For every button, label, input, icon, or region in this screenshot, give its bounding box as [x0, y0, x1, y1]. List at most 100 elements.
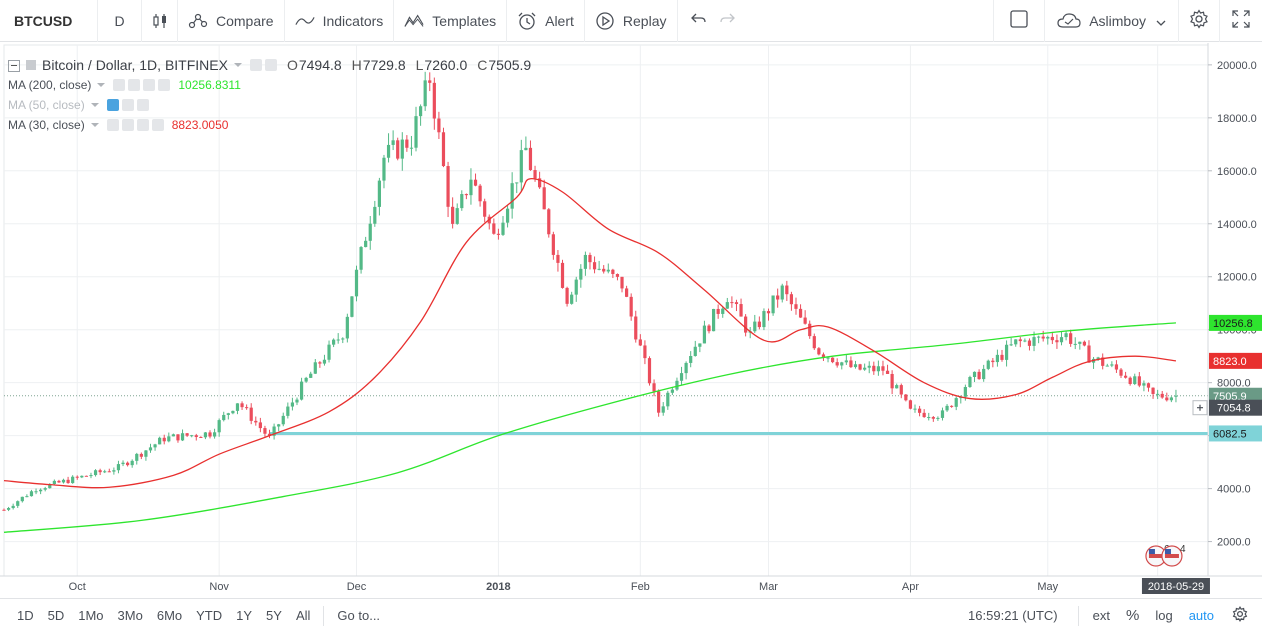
ma200-settings-icon[interactable] — [128, 79, 141, 91]
candle-body — [849, 360, 853, 368]
ma30-remove-icon[interactable] — [151, 119, 164, 131]
range-button-1d[interactable]: 1D — [17, 608, 34, 623]
eye-icon[interactable] — [249, 59, 262, 71]
candle-body — [876, 366, 880, 372]
range-button-5y[interactable]: 5Y — [266, 608, 282, 623]
symbol-search-box[interactable]: BTCUSD — [0, 0, 98, 42]
ma200-remove-icon[interactable] — [158, 79, 171, 91]
alert-button[interactable]: Alert — [507, 0, 585, 42]
auto-toggle[interactable]: auto — [1188, 608, 1214, 623]
candle-body — [432, 82, 436, 119]
indicators-button[interactable]: Indicators — [285, 0, 395, 42]
ma50-more-icon[interactable] — [121, 99, 134, 111]
candle-body — [428, 80, 432, 83]
time-tick-label: Oct — [69, 581, 86, 593]
candle-body — [61, 479, 66, 483]
candle-body — [684, 362, 688, 374]
ma200-eye-icon[interactable] — [113, 79, 126, 91]
candle-body — [565, 287, 569, 304]
range-button-3mo[interactable]: 3Mo — [117, 608, 143, 623]
candle-body — [446, 166, 450, 207]
interval-button[interactable]: D — [98, 0, 142, 42]
range-button-all[interactable]: All — [295, 608, 311, 623]
ma200-caret-icon[interactable] — [97, 83, 106, 87]
collapse-legend-icon[interactable] — [8, 60, 20, 72]
candle-body — [528, 147, 533, 171]
time-tick-label: Feb — [631, 581, 650, 593]
expand-button[interactable] — [1220, 0, 1262, 42]
undo-button[interactable] — [678, 0, 712, 42]
range-button-ytd[interactable]: YTD — [196, 608, 223, 623]
range-button-1y[interactable]: 1Y — [236, 608, 253, 623]
redo-button[interactable] — [712, 0, 744, 42]
candle-body — [43, 488, 47, 490]
range-button-6mo[interactable]: 6Mo — [156, 608, 183, 623]
range-button-1mo[interactable]: 1Mo — [78, 608, 104, 623]
candle-body — [890, 373, 894, 389]
settings-small-icon[interactable] — [264, 59, 277, 71]
ma30-settings-icon[interactable] — [121, 119, 134, 131]
chart-type-button[interactable] — [142, 0, 178, 42]
price-tick-label: 18000.0 — [1217, 113, 1257, 125]
ma30-caret-icon[interactable] — [90, 123, 99, 127]
candle-body — [762, 311, 766, 328]
candle-body — [803, 317, 807, 324]
ma50-eye-icon[interactable] — [106, 99, 119, 111]
legend-ma50-row: MA (50, close) — [8, 95, 541, 115]
ma200-more-icon[interactable] — [143, 79, 156, 91]
ma50-remove-icon[interactable] — [136, 99, 149, 111]
candle-body — [661, 406, 665, 413]
candle-body — [766, 311, 771, 314]
settings-button[interactable] — [1179, 0, 1220, 42]
flag-stripe — [1164, 554, 1179, 558]
candle-body — [872, 365, 876, 372]
candle-body — [441, 132, 446, 167]
candle-body — [579, 268, 583, 280]
candle-body — [721, 308, 725, 314]
candle-body — [904, 394, 908, 401]
range-button-5d[interactable]: 5D — [47, 608, 65, 623]
candle-body — [80, 475, 84, 478]
percent-toggle[interactable]: % — [1125, 607, 1140, 624]
candle-body — [505, 208, 510, 223]
candle-body — [318, 362, 322, 364]
candle-body — [927, 417, 931, 419]
chart-canvas[interactable]: 20000.018000.016000.014000.012000.010000… — [0, 43, 1262, 598]
compare-button[interactable]: Compare — [178, 0, 285, 42]
log-toggle[interactable]: log — [1155, 608, 1173, 623]
utc-clock[interactable]: 16:59:21 (UTC) — [968, 608, 1058, 623]
candle-body — [29, 491, 34, 497]
chart-settings-button[interactable] — [1222, 606, 1262, 625]
candle-body — [968, 377, 972, 387]
legend-caret-icon[interactable] — [233, 63, 242, 67]
flag-canton — [1164, 549, 1171, 554]
alarm-clock-icon — [517, 11, 537, 31]
candle-body — [25, 496, 29, 498]
ma30-more-icon[interactable] — [136, 119, 149, 131]
replay-button[interactable]: Replay — [585, 0, 678, 42]
gear-icon — [1232, 606, 1248, 625]
chart-area[interactable]: 20000.018000.016000.014000.012000.010000… — [0, 43, 1262, 598]
candle-body — [199, 436, 203, 438]
ma50-caret-icon[interactable] — [90, 103, 99, 107]
candle-body — [950, 405, 954, 407]
ext-toggle[interactable]: ext — [1092, 608, 1110, 623]
templates-button[interactable]: Templates — [394, 0, 508, 42]
ma30-eye-icon[interactable] — [106, 119, 119, 131]
candle-body — [524, 147, 528, 151]
candle-body — [917, 408, 922, 413]
time-axis: OctNovDec2018FebMarAprMay25 — [0, 575, 1262, 598]
goto-button[interactable]: Go to... — [337, 608, 381, 623]
candle-body — [89, 475, 93, 477]
candle-body — [895, 385, 899, 389]
candle-body — [1160, 393, 1164, 398]
candle-body — [1137, 376, 1141, 386]
fullscreen-toggle-button[interactable] — [993, 0, 1046, 42]
candle-body — [679, 373, 684, 381]
candle-body — [840, 362, 844, 366]
user-menu-button[interactable]: Aslimboy — [1045, 0, 1179, 42]
candle-body — [510, 183, 514, 209]
ma50-label: MA (50, close) — [8, 98, 85, 112]
flag-stripe — [1148, 554, 1163, 558]
candle-body — [144, 450, 148, 457]
